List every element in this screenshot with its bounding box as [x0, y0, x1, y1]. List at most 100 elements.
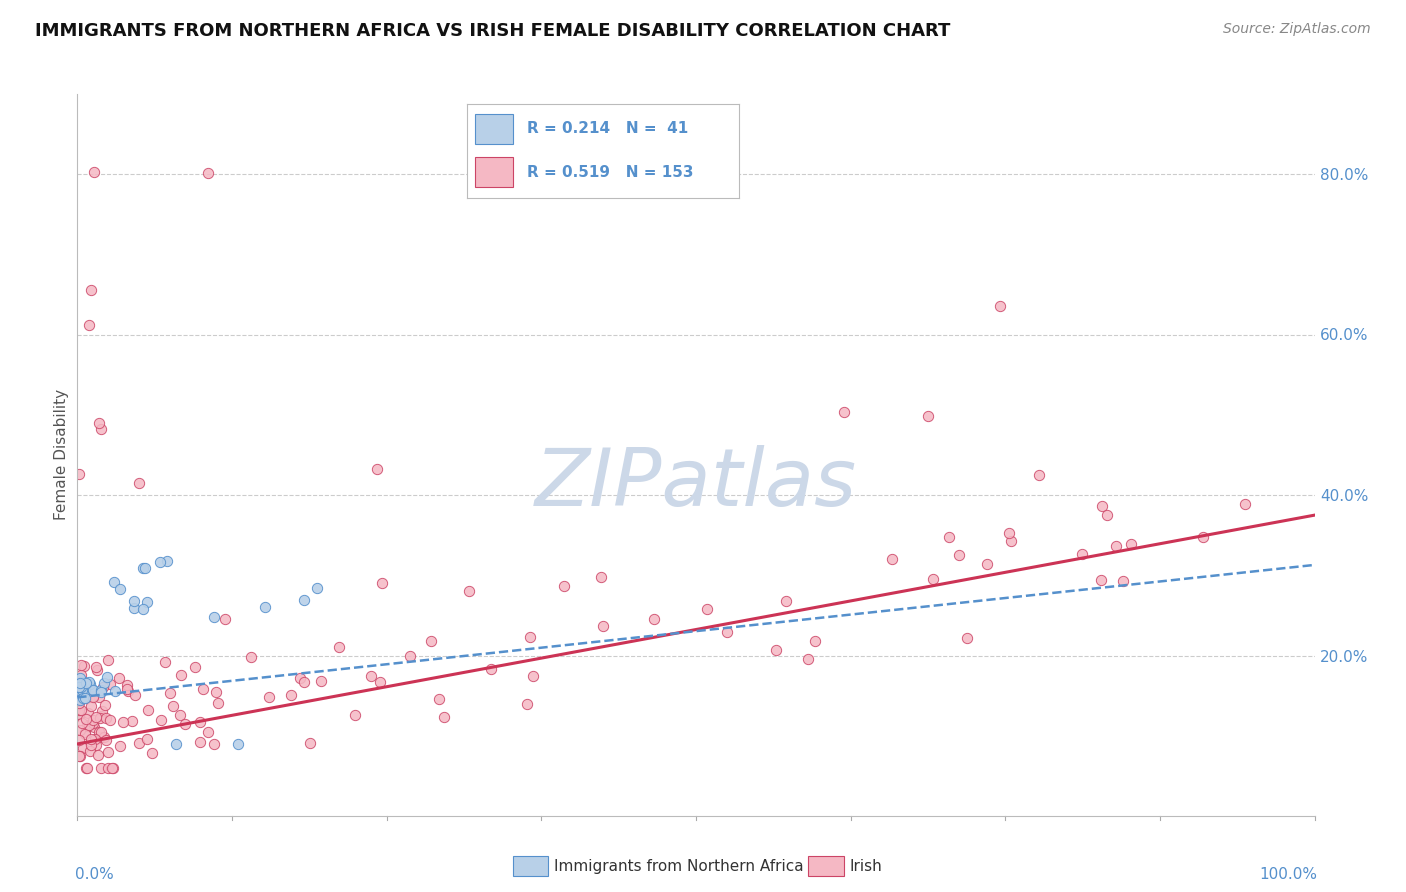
Point [419, 633, 441, 648]
Text: Irish: Irish [849, 859, 882, 873]
Text: IMMIGRANTS FROM NORTHERN AFRICA VS IRISH FEMALE DISABILITY CORRELATION CHART: IMMIGRANTS FROM NORTHERN AFRICA VS IRISH… [35, 22, 950, 40]
Point [70, 716, 93, 731]
Point [108, 739, 131, 753]
Point [1191, 530, 1213, 544]
Point [479, 662, 502, 676]
Point [94, 698, 117, 712]
Point [83, 721, 105, 735]
Point [67, 682, 90, 697]
Point [1028, 467, 1050, 482]
Point [197, 166, 219, 180]
Text: 100.0%: 100.0% [1260, 867, 1317, 882]
Point [69, 748, 91, 763]
Point [89, 711, 111, 725]
Point [90, 682, 112, 697]
Point [240, 650, 263, 665]
Point [226, 737, 249, 751]
Point [69, 692, 91, 706]
Point [73, 659, 96, 673]
Point [188, 735, 211, 749]
Point [294, 675, 316, 690]
Point [79, 677, 101, 691]
Point [69, 671, 91, 685]
Point [73, 689, 96, 703]
Point [101, 761, 124, 775]
Point [716, 625, 738, 640]
Point [82, 716, 104, 731]
Point [76, 761, 98, 775]
Point [72, 684, 94, 698]
Point [988, 299, 1011, 313]
Point [938, 530, 960, 544]
Text: ZIPatlas: ZIPatlas [534, 445, 858, 523]
Point [98, 677, 121, 691]
Y-axis label: Female Disability: Female Disability [53, 389, 69, 521]
Point [82, 682, 104, 697]
Point [1095, 508, 1118, 523]
Point [427, 692, 450, 706]
Point [82, 713, 104, 727]
Point [1071, 547, 1094, 561]
Point [75, 727, 97, 741]
Point [70, 681, 93, 696]
Point [159, 686, 181, 700]
Point [104, 684, 127, 698]
Point [90, 709, 112, 723]
Point [77, 674, 100, 689]
Point [948, 548, 970, 562]
Point [72, 740, 94, 755]
Point [72, 689, 94, 703]
Point [115, 677, 138, 691]
Point [82, 681, 104, 696]
Point [67, 467, 90, 481]
Point [153, 655, 176, 669]
Point [84, 738, 107, 752]
Point [75, 683, 97, 698]
Point [207, 696, 229, 710]
Point [80, 738, 103, 752]
Point [67, 706, 90, 721]
Point [368, 674, 391, 689]
Point [75, 725, 97, 739]
Point [197, 724, 219, 739]
Point [89, 690, 111, 704]
Point [73, 681, 96, 696]
Point [191, 682, 214, 697]
Point [84, 710, 107, 724]
Point [93, 730, 115, 744]
Point [111, 715, 134, 730]
Point [76, 690, 98, 705]
Point [344, 708, 367, 723]
Point [292, 593, 315, 607]
Point [553, 579, 575, 593]
Point [117, 684, 139, 698]
Point [86, 663, 108, 677]
Point [998, 526, 1021, 541]
Point [67, 749, 90, 764]
Point [162, 698, 184, 713]
Point [94, 733, 117, 747]
Point [97, 761, 120, 775]
Point [87, 724, 110, 739]
Point [832, 405, 855, 419]
Point [69, 687, 91, 701]
Point [69, 676, 91, 690]
Point [101, 761, 124, 775]
Point [69, 692, 91, 706]
Point [149, 555, 172, 569]
Point [1105, 539, 1128, 553]
Text: 0.0%: 0.0% [75, 867, 114, 882]
Point [91, 681, 114, 695]
Point [136, 703, 159, 717]
Point [77, 706, 100, 721]
Point [93, 675, 115, 690]
Point [67, 733, 90, 747]
Point [458, 584, 481, 599]
Point [75, 676, 97, 690]
Point [124, 601, 146, 615]
Point [921, 572, 943, 586]
Point [214, 612, 236, 626]
Point [82, 690, 104, 704]
Point [797, 652, 820, 666]
Point [141, 746, 163, 760]
